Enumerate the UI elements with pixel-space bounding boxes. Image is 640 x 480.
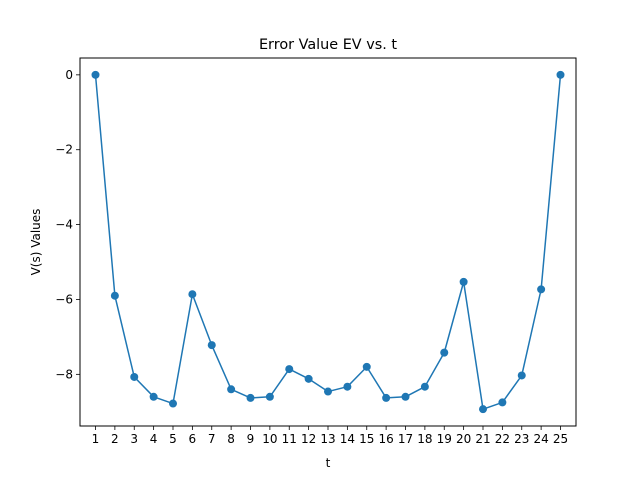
data-point (246, 393, 255, 402)
data-point (227, 385, 236, 394)
y-tick-label: −4 (55, 218, 73, 232)
x-axis-label: t (326, 456, 331, 470)
x-tick-label: 11 (282, 432, 297, 446)
data-point (130, 372, 139, 381)
x-tick-label: 20 (456, 432, 471, 446)
data-point (459, 277, 468, 286)
data-point (537, 285, 546, 294)
x-tick-label: 9 (247, 432, 255, 446)
x-tick-label: 12 (301, 432, 316, 446)
data-point (285, 365, 294, 374)
x-tick-label: 24 (533, 432, 548, 446)
x-tick-label: 16 (378, 432, 393, 446)
x-tick-label: 3 (130, 432, 138, 446)
x-tick-label: 19 (437, 432, 452, 446)
data-point (479, 405, 487, 414)
x-axis-ticks: 1 2 3 4 5 6 7 8 9 10 11 12 13 14 15 16 17 18 19 20 21 22 23 24 2… (92, 426, 568, 446)
data-point (362, 362, 371, 371)
data-point (556, 70, 565, 79)
x-tick-label: 23 (514, 432, 529, 446)
y-axis-ticks: 0 −2 −4 −6 −8 (55, 68, 80, 381)
data-point (110, 291, 119, 300)
data-point (169, 399, 177, 408)
y-tick-label: 0 (65, 68, 73, 82)
data-point (304, 374, 313, 383)
chart-title: Error Value EV vs. t (259, 37, 397, 53)
data-point (440, 348, 449, 357)
data-point (498, 398, 507, 407)
series-layer (91, 70, 565, 414)
x-tick-label: 1 (92, 432, 100, 446)
x-tick-label: 6 (189, 432, 197, 446)
x-tick-label: 22 (495, 432, 510, 446)
x-tick-label: 17 (398, 432, 413, 446)
data-point (324, 387, 332, 396)
x-tick-label: 13 (320, 432, 335, 446)
x-tick-label: 2 (111, 432, 119, 446)
x-tick-label: 18 (417, 432, 432, 446)
y-tick-label: −6 (55, 292, 73, 306)
x-tick-label: 25 (553, 432, 568, 446)
data-point (149, 392, 158, 401)
x-tick-label: 15 (359, 432, 374, 446)
data-point (207, 341, 216, 350)
x-tick-label: 7 (208, 432, 216, 446)
data-point (517, 371, 526, 380)
y-tick-label: −8 (55, 367, 73, 381)
x-tick-label: 14 (340, 432, 355, 446)
x-tick-label: 21 (475, 432, 490, 446)
x-tick-label: 10 (262, 432, 277, 446)
y-axis-label: V(s) Values (29, 209, 43, 276)
y-tick-label: −2 (55, 143, 73, 157)
x-tick-label: 5 (169, 432, 177, 446)
data-point (188, 290, 197, 299)
data-point (265, 392, 274, 401)
data-point (343, 382, 352, 391)
data-point (420, 382, 429, 391)
data-point (382, 393, 391, 402)
data-point (91, 70, 100, 79)
data-point (401, 392, 410, 401)
x-tick-label: 4 (150, 432, 158, 446)
x-tick-label: 8 (227, 432, 235, 446)
